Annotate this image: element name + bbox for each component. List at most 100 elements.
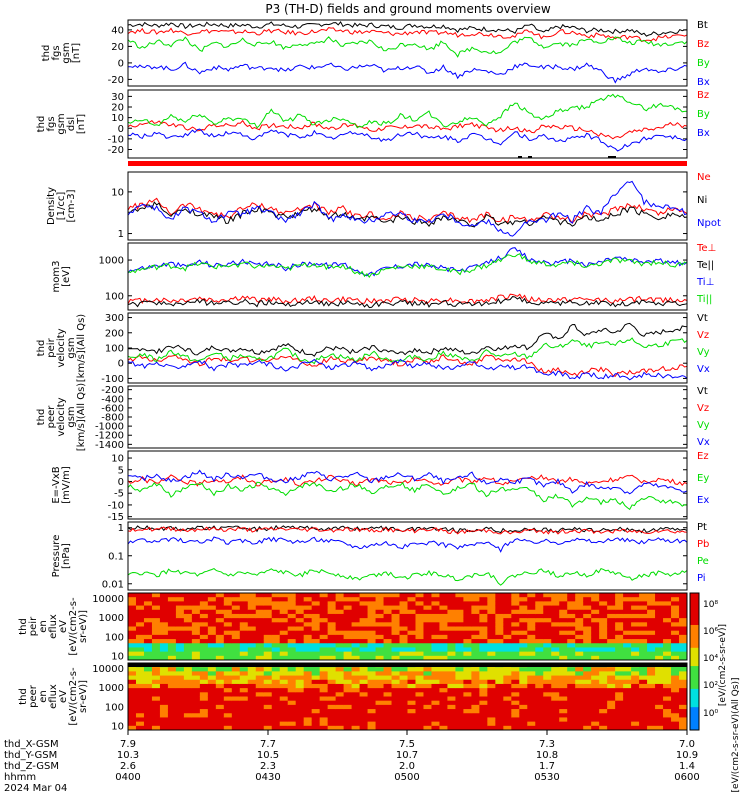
flux-cell bbox=[231, 696, 241, 702]
flux-cell bbox=[511, 651, 520, 657]
flux-cell bbox=[151, 647, 161, 653]
series-line-Ni bbox=[127, 201, 688, 228]
flux-cell bbox=[183, 643, 193, 648]
flux-cell bbox=[239, 688, 249, 693]
flux-cell bbox=[631, 593, 640, 598]
flux-cell bbox=[128, 709, 137, 714]
flux-cell bbox=[383, 605, 393, 611]
flux-cell bbox=[175, 713, 185, 718]
flux-cell bbox=[359, 655, 369, 661]
flux-cell bbox=[583, 696, 592, 702]
flux-cell bbox=[415, 713, 424, 718]
ytick-label: 0 bbox=[118, 58, 124, 69]
flux-cell bbox=[407, 700, 416, 706]
flux-cell bbox=[167, 696, 177, 702]
flux-cell bbox=[455, 696, 464, 702]
flux-cell bbox=[663, 647, 672, 653]
flux-cell bbox=[415, 643, 424, 648]
flux-cell bbox=[223, 688, 233, 693]
flux-cell bbox=[295, 688, 305, 693]
flux-cell bbox=[663, 713, 672, 718]
flux-cell bbox=[511, 643, 520, 648]
panel-peir-velocity: thd peir velocity gsm [km/s](All Qs) 30020010… bbox=[36, 312, 710, 385]
flux-cell bbox=[679, 683, 688, 689]
flux-cell bbox=[527, 626, 536, 632]
flux-cell bbox=[327, 605, 337, 611]
legend-Pt: Pt bbox=[697, 522, 707, 533]
flux-cell bbox=[607, 597, 616, 602]
flux-cell bbox=[159, 696, 169, 702]
flux-cell bbox=[207, 651, 217, 657]
xaxis-value: 1.7 bbox=[539, 761, 555, 772]
flux-cell bbox=[255, 692, 265, 697]
ylabel-line: velocity bbox=[56, 397, 67, 436]
flux-cell bbox=[567, 601, 576, 607]
flux-cell bbox=[303, 709, 313, 714]
flux-cell bbox=[223, 675, 233, 681]
flux-cell bbox=[503, 679, 512, 685]
flux-cell bbox=[615, 622, 624, 627]
flux-cell bbox=[215, 675, 225, 681]
flux-cell bbox=[599, 601, 608, 607]
flux-cell bbox=[263, 655, 273, 661]
flux-cell bbox=[527, 704, 536, 710]
flux-cell bbox=[639, 647, 648, 653]
flux-cell bbox=[391, 700, 401, 706]
flux-cell bbox=[271, 671, 281, 677]
flux-cell bbox=[487, 605, 496, 611]
flux-cell bbox=[167, 700, 177, 706]
flux-cell bbox=[535, 709, 544, 714]
flux-cell bbox=[599, 688, 608, 693]
flux-cell bbox=[487, 713, 496, 718]
flux-cell bbox=[175, 605, 185, 611]
flux-cell bbox=[215, 622, 225, 627]
flux-cell bbox=[391, 639, 401, 644]
flux-cell bbox=[128, 675, 137, 681]
ytick-label: -20 bbox=[108, 145, 124, 156]
flux-cell bbox=[511, 700, 520, 706]
flux-cell bbox=[287, 618, 297, 623]
flux-cell bbox=[679, 721, 688, 727]
flux-cell bbox=[143, 618, 153, 623]
flux-cell bbox=[159, 613, 169, 619]
flux-cell bbox=[407, 634, 416, 640]
flux-cell bbox=[463, 651, 472, 657]
flux-cell bbox=[671, 709, 680, 714]
flux-cell bbox=[463, 639, 472, 644]
flux-cell bbox=[543, 630, 552, 636]
flux-cell bbox=[247, 725, 257, 731]
flux-cell bbox=[519, 721, 528, 727]
flux-cell bbox=[247, 618, 257, 623]
flux-cell bbox=[479, 647, 488, 653]
flux-cell bbox=[591, 725, 600, 731]
flux-cell bbox=[255, 717, 265, 723]
flux-cell bbox=[423, 593, 432, 598]
ytick-label: -5 bbox=[114, 489, 124, 500]
xaxis-value: 2.3 bbox=[260, 761, 276, 772]
flux-cell bbox=[423, 688, 432, 693]
flux-cell bbox=[191, 688, 201, 693]
flux-cell bbox=[135, 696, 145, 702]
flux-cell bbox=[431, 675, 440, 681]
flux-cell bbox=[423, 643, 432, 648]
flux-cell bbox=[671, 671, 680, 677]
flux-cell bbox=[623, 643, 632, 648]
flux-cell bbox=[647, 647, 656, 653]
flux-cell bbox=[311, 725, 321, 731]
flux-cell bbox=[615, 675, 624, 681]
flux-cell bbox=[391, 717, 401, 723]
flux-cell bbox=[239, 704, 249, 710]
flux-cell bbox=[263, 618, 273, 623]
flux-cell bbox=[631, 704, 640, 710]
flux-cell bbox=[287, 651, 297, 657]
flux-cell bbox=[367, 593, 377, 598]
flux-cell bbox=[527, 643, 536, 648]
flux-cell bbox=[623, 696, 632, 702]
flux-cell bbox=[391, 667, 401, 672]
flux-cell bbox=[527, 717, 536, 723]
flux-cell bbox=[183, 622, 193, 627]
flux-cell bbox=[527, 692, 536, 697]
flux-cell bbox=[351, 622, 361, 627]
